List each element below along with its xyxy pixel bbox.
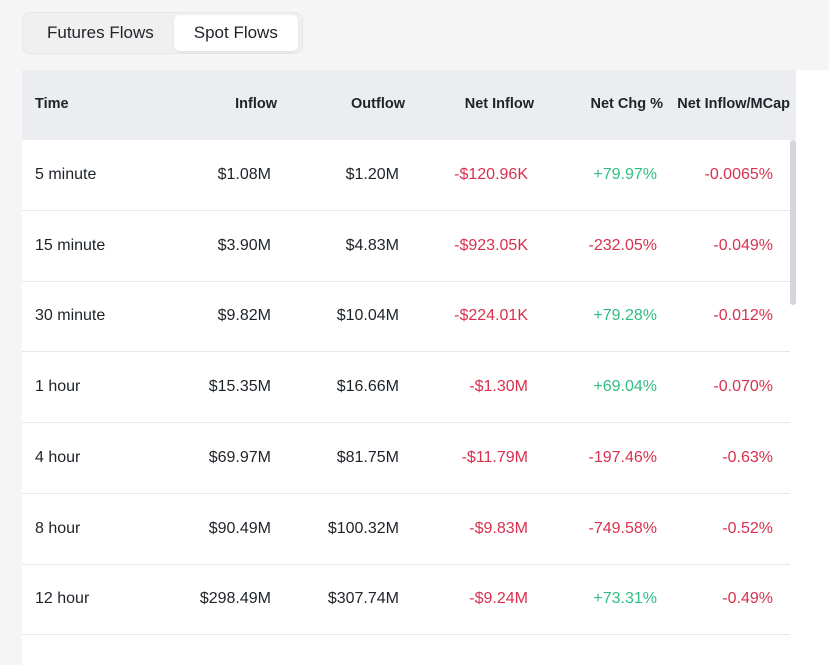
row-net-inflow-mcap: -0.63% — [722, 448, 773, 466]
row-net-inflow-mcap: -0.070% — [713, 378, 773, 396]
row-time: 1 hour — [35, 378, 81, 396]
flow-type-tabs: Futures Flows Spot Flows — [22, 12, 303, 54]
row-net-inflow-mcap: -0.0065% — [704, 166, 774, 183]
row-net-inflow: -$224.01K — [454, 307, 528, 325]
row-net-chg: +69.04% — [593, 378, 657, 396]
column-header-net-inflow-mcap[interactable]: Net Inflow/MCap — [677, 96, 790, 112]
row-inflow: $9.82M — [217, 307, 271, 325]
row-time: 5 minute — [35, 166, 97, 183]
table-row[interactable]: 30 minute $9.82M $10.04M -$224.01K +79.28% -0… — [22, 281, 790, 353]
row-net-chg: -197.46% — [588, 448, 658, 466]
row-inflow: $69.97M — [208, 448, 271, 466]
row-net-inflow: -$120.96K — [454, 166, 528, 183]
column-header-net-chg[interactable]: Net Chg % — [590, 96, 664, 112]
row-net-chg: +73.31% — [593, 590, 657, 608]
tab-spot-flows[interactable]: Spot Flows — [173, 15, 298, 51]
row-time: 4 hour — [35, 448, 81, 466]
row-inflow: $298.49M — [199, 590, 271, 608]
table-row[interactable]: 1 hour $15.35M $16.66M -$1.30M +69.04% -0.070… — [22, 352, 790, 424]
row-net-inflow: -$9.83M — [469, 519, 528, 537]
row-net-inflow-mcap: -0.52% — [722, 519, 773, 537]
table-row[interactable]: 15 minute $3.90M $4.83M -$923.05K -232.05% -0… — [22, 211, 790, 282]
row-inflow: $1.08M — [217, 166, 271, 183]
table-row[interactable]: 12 hour $298.49M $307.74M -$9.24M +73.31% -0.… — [22, 564, 790, 636]
table-row[interactable]: 8 hour $90.49M $100.32M -$9.83M -749.58% -0.5… — [22, 494, 790, 565]
row-outflow: $1.20M — [345, 166, 399, 183]
table-scrollbar[interactable] — [790, 140, 796, 305]
row-net-inflow-mcap: -0.049% — [713, 236, 773, 254]
row-time: 30 minute — [35, 307, 106, 325]
row-time: 8 hour — [35, 519, 81, 537]
row-net-chg: +79.97% — [593, 166, 657, 183]
row-time: 12 hour — [35, 590, 90, 608]
row-net-inflow: -$11.79M — [461, 448, 528, 466]
row-outflow: $4.83M — [345, 236, 399, 254]
column-header-net-inflow[interactable]: Net Inflow — [464, 96, 534, 112]
row-outflow: $10.04M — [336, 307, 399, 325]
row-net-inflow: -$9.24M — [469, 590, 528, 608]
row-outflow: $81.75M — [336, 448, 399, 466]
row-inflow: $15.35M — [208, 378, 271, 396]
row-inflow: $90.49M — [208, 519, 271, 537]
row-inflow: $3.90M — [217, 236, 271, 254]
row-net-inflow: -$1.30M — [469, 378, 528, 396]
table-row[interactable]: 4 hour $69.97M $81.75M -$11.79M -197.46% -0.6… — [22, 423, 790, 494]
row-net-inflow-mcap: -0.012% — [713, 307, 773, 325]
row-net-inflow: -$923.05K — [454, 236, 528, 254]
row-outflow: $100.32M — [327, 519, 399, 537]
row-outflow: $307.74M — [327, 590, 399, 608]
column-header-time[interactable]: Time — [35, 96, 69, 112]
row-net-chg: +79.28% — [593, 307, 657, 325]
tab-futures-flows[interactable]: Futures Flows — [47, 23, 154, 42]
column-header-inflow[interactable]: Inflow — [235, 96, 277, 112]
column-header-outflow[interactable]: Outflow — [351, 96, 405, 112]
table-row[interactable]: 5 minute $1.08M $1.20M -$120.96K +79.97% -0.0… — [22, 140, 790, 211]
row-net-chg: -232.05% — [588, 236, 658, 254]
flows-table: Time Inflow Outflow Net Inflow Net Chg %… — [22, 70, 829, 665]
row-outflow: $16.66M — [336, 378, 399, 396]
row-net-chg: -749.58% — [588, 519, 658, 537]
row-time: 15 minute — [35, 236, 106, 254]
row-net-inflow-mcap: -0.49% — [722, 590, 773, 608]
table-header: Time Inflow Outflow Net Inflow Net Chg %… — [22, 70, 796, 140]
